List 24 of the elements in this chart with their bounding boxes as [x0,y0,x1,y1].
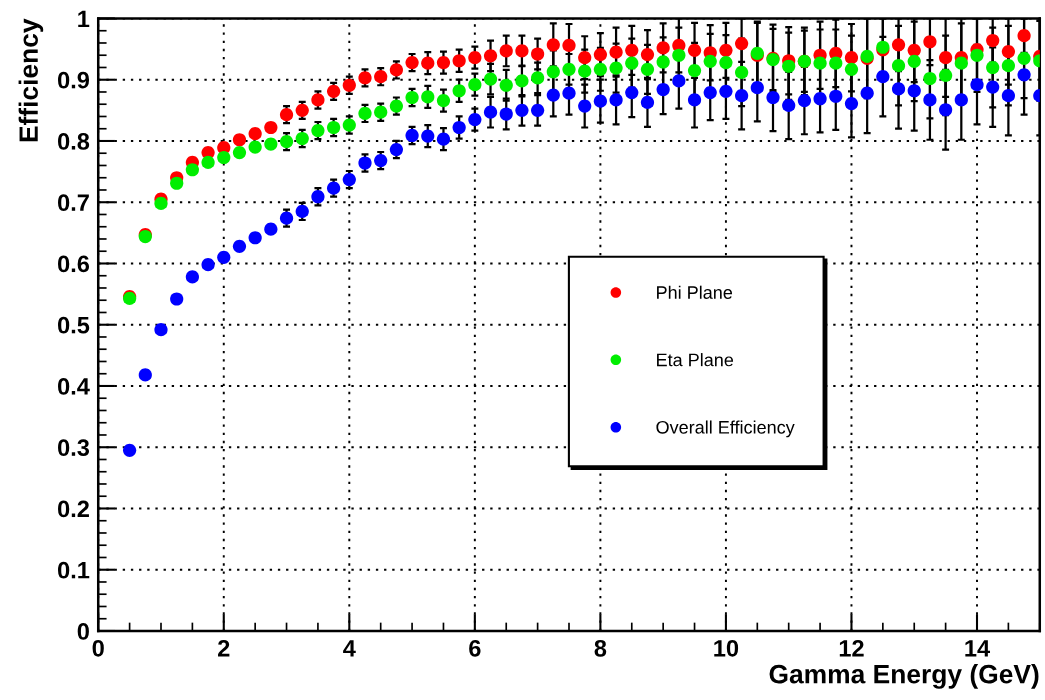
y-tick-label: 0.5 [58,316,90,334]
y-tick-label: 0.7 [58,194,89,212]
x-tick-label: 8 [594,639,607,657]
y-tick-label: 1 [78,10,90,28]
legend-label: Phi Plane [657,285,733,299]
legend-label: Overall Efficiency [656,420,795,438]
y-tick-label: 0.4 [58,378,90,395]
x-tick-label: 0 [92,639,104,657]
x-tick-label: 14 [965,640,991,657]
y-tick-label: 0.2 [58,500,89,518]
x-tick-label: 10 [714,639,739,657]
legend-label: Eta Plane [657,353,734,367]
y-tick-label: 0.1 [58,561,90,579]
y-tick-label: 0.8 [58,133,90,150]
x-tick-label: 2 [218,639,230,657]
x-tick-label: 12 [839,639,864,657]
y-tick-label: 0.6 [58,255,90,273]
y-axis-title: Efficiency [18,18,44,142]
x-tick-label: 4 [343,640,356,657]
x-axis-title: Gamma Energy (GeV) [769,664,1039,689]
x-tick-label: 6 [469,639,481,657]
y-tick-label: 0.3 [58,439,90,457]
y-tick-label: 0.9 [58,71,90,89]
y-tick-label: 0 [77,623,89,640]
